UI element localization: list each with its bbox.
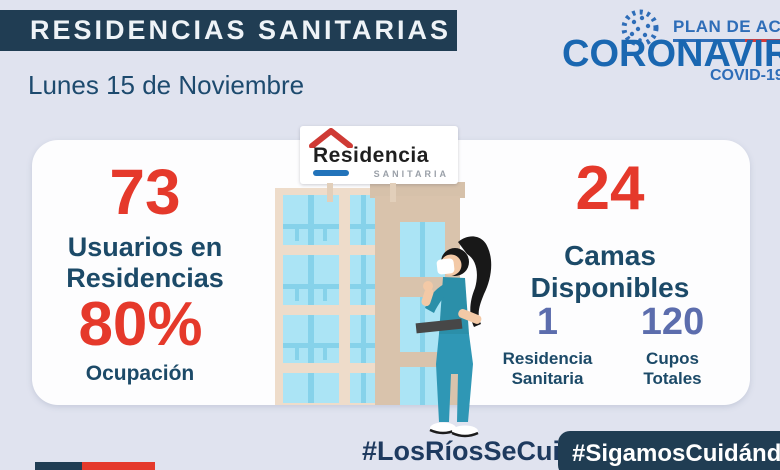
residencia-sign: Residencia SANITARIA [300,126,458,202]
capacity-label: Cupos Totales [615,349,730,390]
capacity-count: 120 [640,301,705,343]
beds-available-label: Camas Disponibles [530,240,690,304]
building-illustration [275,182,492,438]
capacity-stat: 120 Cupos Totales [615,303,730,390]
residences-label-line1: Residencia [502,349,593,368]
sign-post-left [327,183,333,202]
underline-blue-segment [673,39,745,42]
page-title: RESIDENCIAS SANITARIAS [30,15,452,45]
plan-underline [673,39,780,42]
hashtag-los-rios: #LosRíosSeCuida [362,436,592,466]
hashtag-banner: #SigamosCuidándonos [558,431,780,470]
sign-post-right [390,183,396,202]
roof-icon [309,128,353,148]
users-label: Usuarios en Residencias [50,232,240,294]
coronavirus-icon [621,9,659,47]
residences-label-line2: Sanitaria [511,369,584,389]
users-label-line2: Residencias [66,263,224,294]
sign-title: Residencia [313,144,429,167]
title-banner: RESIDENCIAS SANITARIAS [0,10,457,51]
covid19-label: COVID-19 [710,67,780,84]
residences-count: 1 [536,301,559,343]
gov-logo-blue-bar [35,462,82,470]
capacity-label-line2: Totales [643,369,702,389]
government-logo [35,462,155,470]
occupancy-label: Ocupación [85,362,195,385]
gov-logo-red-bar [82,462,155,470]
beds-available-count: 24 [575,154,645,223]
plan-de-accion-label: PLAN DE ACCIÓN [673,17,780,36]
users-label-line1: Usuarios en [67,232,223,262]
nurse-illustration [415,236,492,438]
capacity-label-line1: Cupos [646,349,699,368]
sign-subtitle: SANITARIA [373,169,449,179]
hashtag-sigamos: #SigamosCuidándonos [572,440,780,467]
users-count: 73 [109,156,181,228]
coronavirus-wordmark: CORONAVIRUS [562,33,780,75]
date-label: Lunes 15 de Noviembre [28,70,305,100]
underline-red-segment [745,39,780,42]
residences-label: Residencia Sanitaria [495,349,600,390]
sign-dash-icon [313,170,349,176]
residences-stat: 1 Residencia Sanitaria [495,303,600,390]
occupancy-percent: 80% [78,290,203,359]
